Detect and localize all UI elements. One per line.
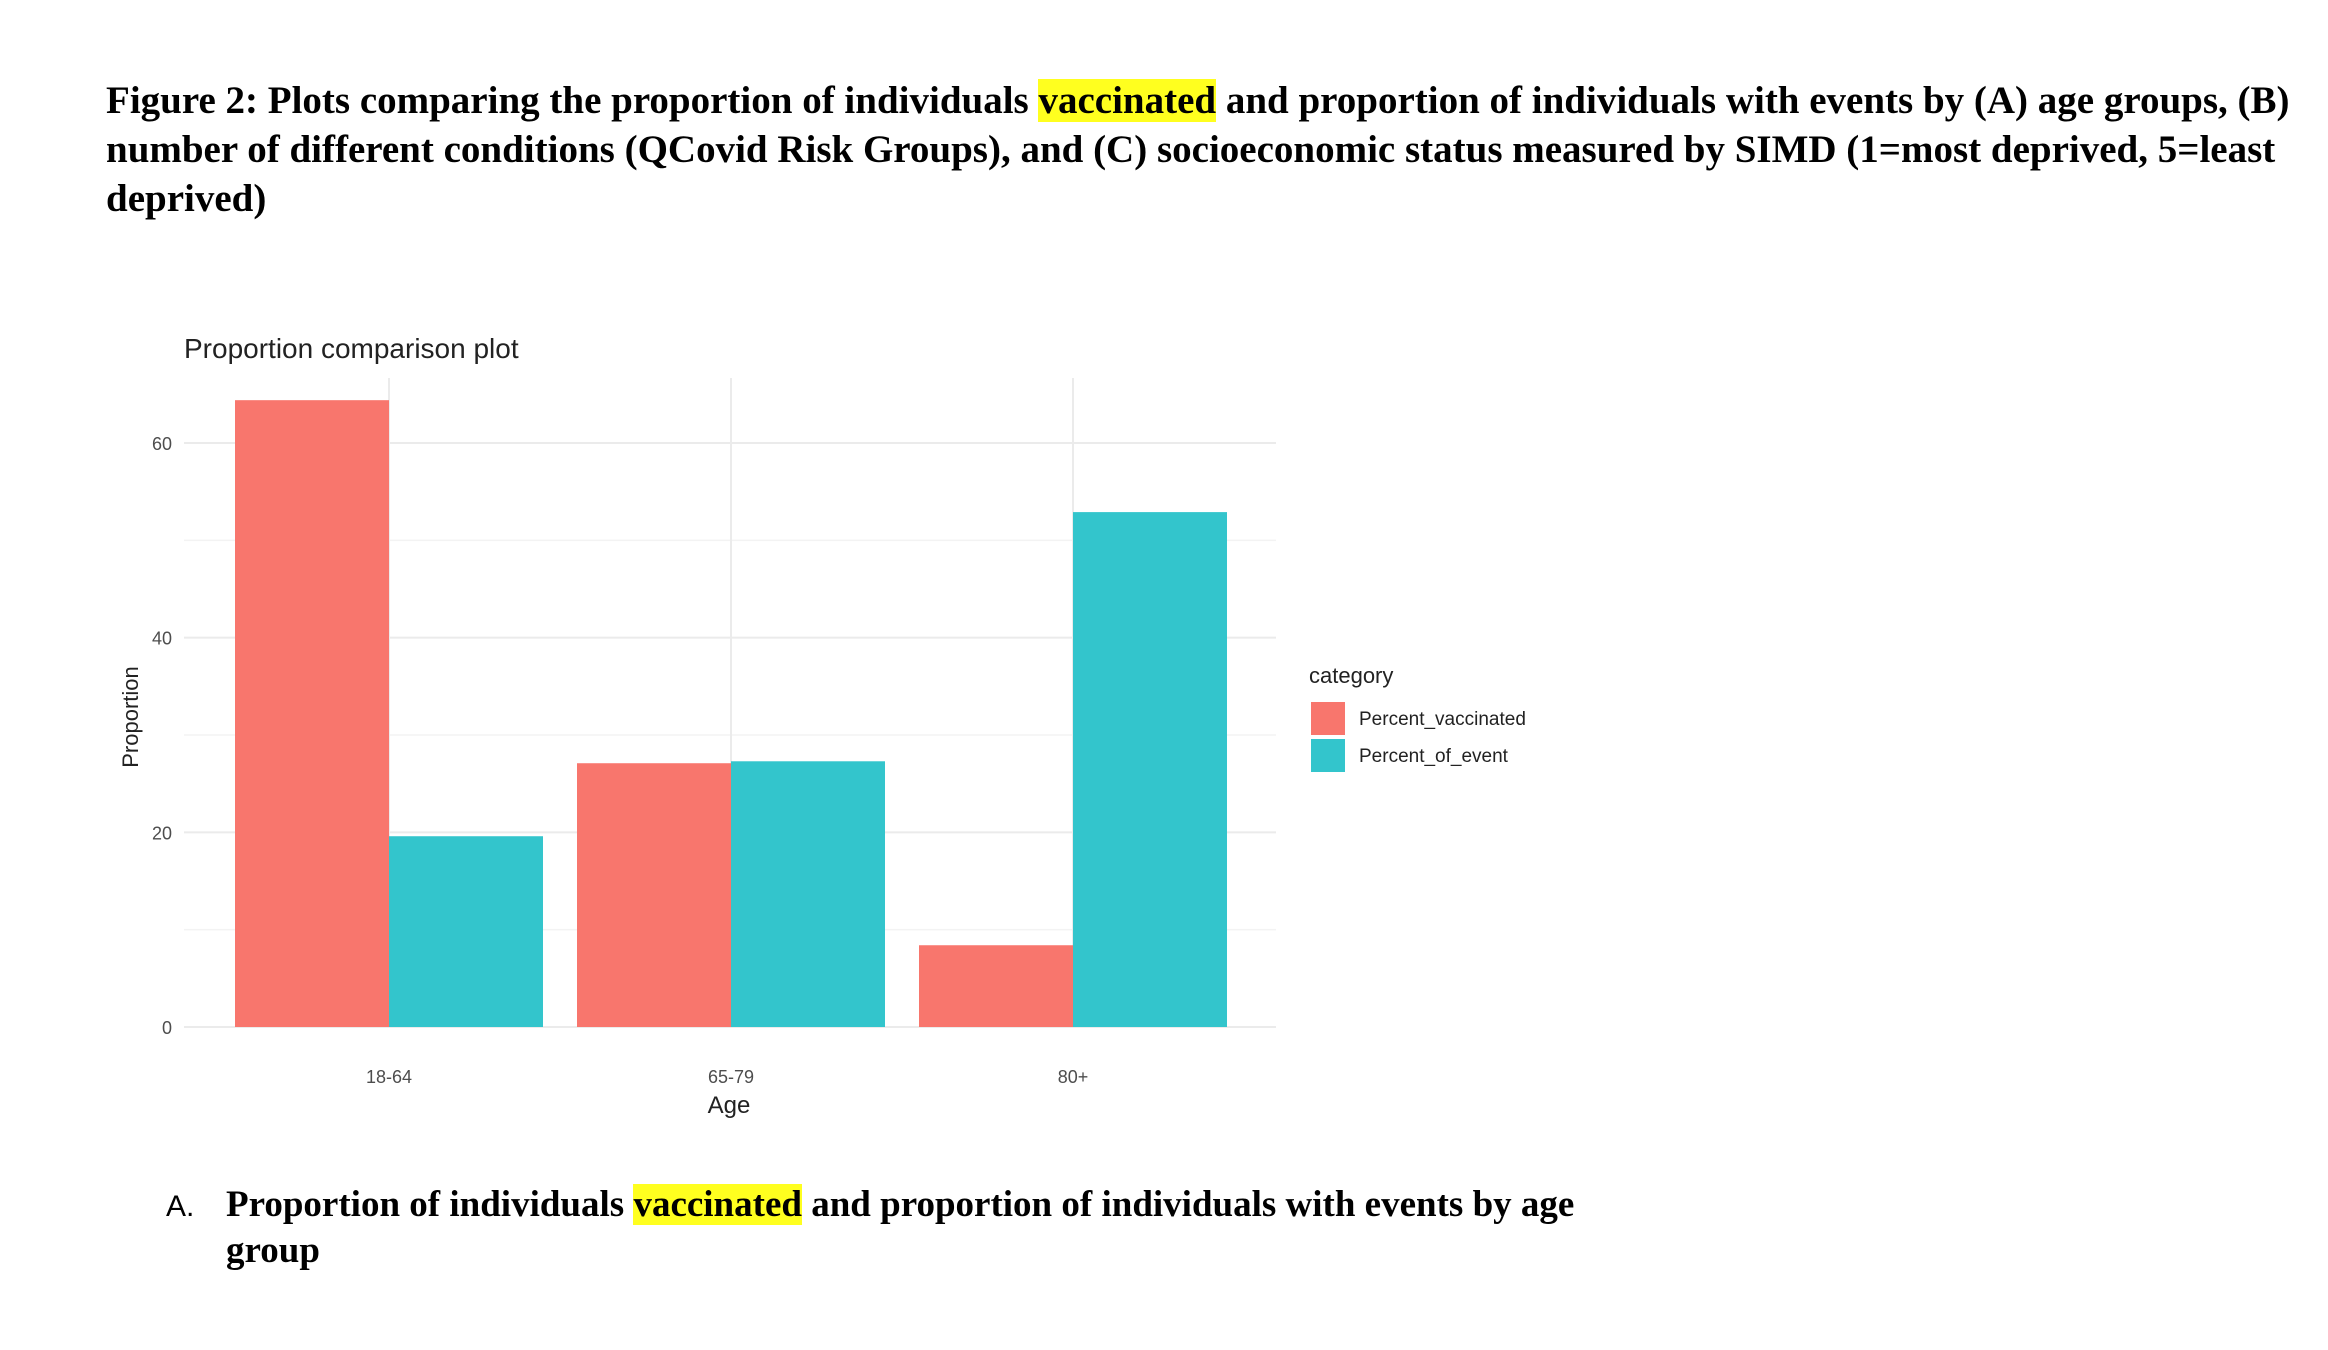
y-tick-label: 60 <box>152 434 172 454</box>
caption-suffix: and proportion of individuals with event… <box>106 79 2290 220</box>
subcaption-highlight: vaccinated <box>633 1184 802 1225</box>
bar-percent-of-event-80+ <box>1073 512 1227 1027</box>
legend-label: Percent_of_event <box>1359 746 1509 767</box>
y-axis-label: Proportion <box>118 666 143 768</box>
x-axis-label: Age <box>708 1092 751 1119</box>
bars <box>235 400 1227 1027</box>
y-tick-labels: 0 20 40 60 <box>152 434 172 1038</box>
x-tick-label: 65-79 <box>708 1067 754 1087</box>
legend-swatch <box>1311 702 1345 735</box>
proportion-bar-chart: 0 20 40 60 18-64 65-79 80+ Proportion compari… <box>118 333 1526 1119</box>
legend: Percent_vaccinated Percent_of_event <box>1311 702 1526 772</box>
bar-percent-vaccinated-18-64 <box>235 400 389 1027</box>
caption-prefix: Figure 2: Plots comparing the proportion… <box>106 79 1039 122</box>
legend-title: category <box>1309 663 1393 688</box>
chart-title: Proportion comparison plot <box>184 333 519 364</box>
y-tick-label: 40 <box>152 629 172 649</box>
legend-swatch <box>1311 739 1345 772</box>
subcaption-suffix: and proportion of individuals with event… <box>226 1184 1575 1271</box>
figure-caption: Figure 2: Plots comparing the proportion… <box>106 76 2306 223</box>
bar-percent-vaccinated-65-79 <box>577 763 731 1027</box>
bar-percent-of-event-18-64 <box>389 836 543 1027</box>
x-tick-labels: 18-64 65-79 80+ <box>366 1067 1088 1087</box>
subcaption-prefix: Proportion of individuals <box>226 1184 634 1225</box>
bar-percent-vaccinated-80+ <box>919 945 1073 1027</box>
caption-highlight: vaccinated <box>1038 79 1217 122</box>
y-tick-label: 20 <box>152 823 172 843</box>
y-tick-label: 0 <box>162 1018 172 1038</box>
subcaption-letter: A. <box>166 1190 195 1223</box>
subcaption-text: Proportion of individuals vaccinated and… <box>226 1182 1626 1274</box>
bar-percent-of-event-65-79 <box>731 761 885 1027</box>
x-tick-label: 80+ <box>1058 1067 1089 1087</box>
x-tick-label: 18-64 <box>366 1067 412 1087</box>
legend-label: Percent_vaccinated <box>1359 709 1526 730</box>
